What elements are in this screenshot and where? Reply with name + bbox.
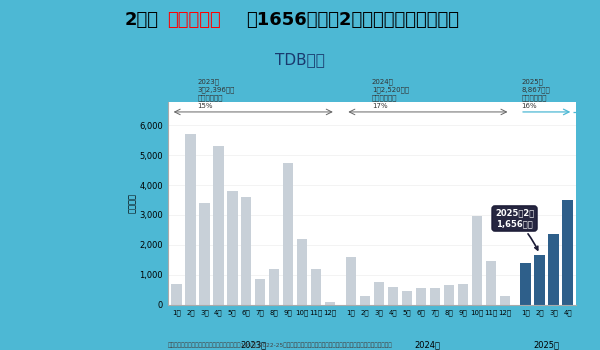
Text: 2024年
1兆2,520品目
値上げ率平均
17%: 2024年 1兆2,520品目 値上げ率平均 17% [372, 79, 409, 109]
Bar [472, 216, 482, 304]
Text: 【注】主に全国展開を行う上場・非上場の主要195社の2022-25年価格改定計画、実施済みを含む。品目数は再値上げなど重複を含む: 【注】主に全国展開を行う上場・非上場の主要195社の2022-25年価格改定計画… [168, 342, 393, 348]
Bar [535, 255, 545, 304]
Bar [185, 134, 196, 304]
Text: 食品値上げ: 食品値上げ [167, 10, 221, 29]
Bar [171, 284, 182, 304]
Y-axis label: （品目）: （品目） [128, 193, 137, 213]
Bar [297, 239, 307, 304]
Bar [416, 288, 426, 304]
Bar [430, 288, 440, 304]
Text: は1656品目　2カ月連続で前年上回る: は1656品目 2カ月連続で前年上回る [246, 10, 460, 29]
Bar [227, 191, 238, 304]
Bar [443, 285, 454, 304]
Bar [388, 287, 398, 304]
Bar [255, 279, 265, 304]
Bar [199, 203, 209, 304]
Bar [360, 295, 370, 304]
Bar [374, 282, 384, 304]
Text: 2025年
8,867品目
値上げ率平均
16%: 2025年 8,867品目 値上げ率平均 16% [521, 79, 550, 109]
Bar [485, 261, 496, 304]
Bar [401, 291, 412, 304]
Text: 2024年: 2024年 [415, 340, 441, 349]
Text: 2023年
3兆2,396品目
値上げ率平均
15%: 2023年 3兆2,396品目 値上げ率平均 15% [197, 79, 235, 109]
Text: 2025年: 2025年 [533, 340, 560, 349]
Bar [346, 257, 356, 304]
Bar [458, 284, 468, 304]
Text: 2023年: 2023年 [240, 340, 266, 349]
Bar [283, 163, 293, 304]
Bar [213, 146, 224, 304]
Text: 2025年2月
1,656品目: 2025年2月 1,656品目 [495, 209, 538, 250]
Bar [520, 263, 531, 304]
Bar [241, 197, 251, 304]
Bar [562, 200, 573, 304]
Text: 2月の: 2月の [125, 10, 158, 29]
Bar [269, 269, 280, 304]
Text: TDB調査: TDB調査 [275, 52, 325, 67]
Bar [325, 301, 335, 304]
Bar [499, 295, 510, 304]
Bar [311, 269, 322, 304]
Bar [548, 234, 559, 304]
